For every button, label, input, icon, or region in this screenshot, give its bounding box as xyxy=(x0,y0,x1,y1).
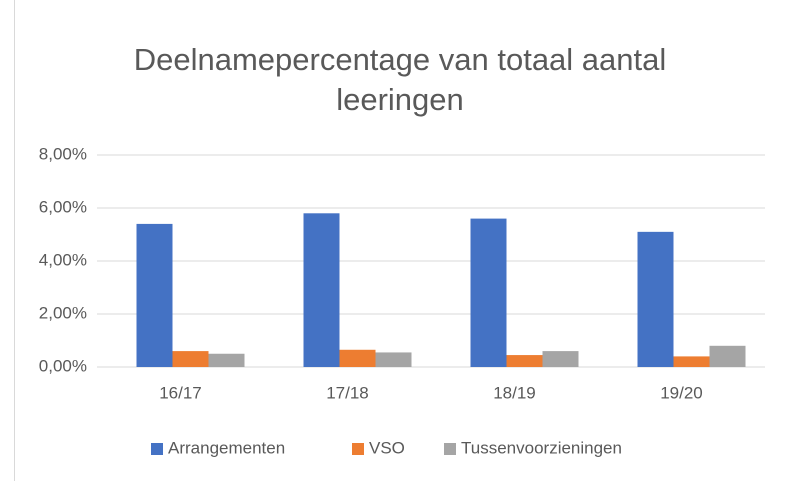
bar xyxy=(208,353,245,367)
y-tick-label: 0,00% xyxy=(39,356,87,375)
x-tick-label: 16/17 xyxy=(159,383,202,402)
legend-label: Arrangementen xyxy=(168,438,285,457)
y-tick-label: 2,00% xyxy=(39,303,87,322)
y-tick-label: 8,00% xyxy=(39,144,87,163)
bar xyxy=(709,345,746,367)
bar xyxy=(470,218,507,367)
bar xyxy=(172,351,209,367)
chart-title: Deelnamepercentage van totaal aantal lee… xyxy=(133,42,667,117)
legend-swatch xyxy=(151,443,163,455)
legend-swatch xyxy=(444,443,456,455)
y-tick-label: 4,00% xyxy=(39,250,87,269)
bar xyxy=(303,213,340,367)
x-tick-label: 18/19 xyxy=(493,383,536,402)
x-tick-label: 19/20 xyxy=(660,383,703,402)
y-tick-label: 6,00% xyxy=(39,197,87,216)
legend-swatch xyxy=(352,443,364,455)
legend-label: VSO xyxy=(369,438,405,457)
bar xyxy=(637,231,674,367)
bar xyxy=(136,223,173,367)
bar xyxy=(506,355,543,367)
bar xyxy=(375,352,412,367)
bar xyxy=(673,356,710,367)
bar xyxy=(339,349,376,367)
legend-label: Tussenvoorzieningen xyxy=(461,438,622,457)
x-tick-label: 17/18 xyxy=(326,383,369,402)
bar xyxy=(542,351,579,367)
